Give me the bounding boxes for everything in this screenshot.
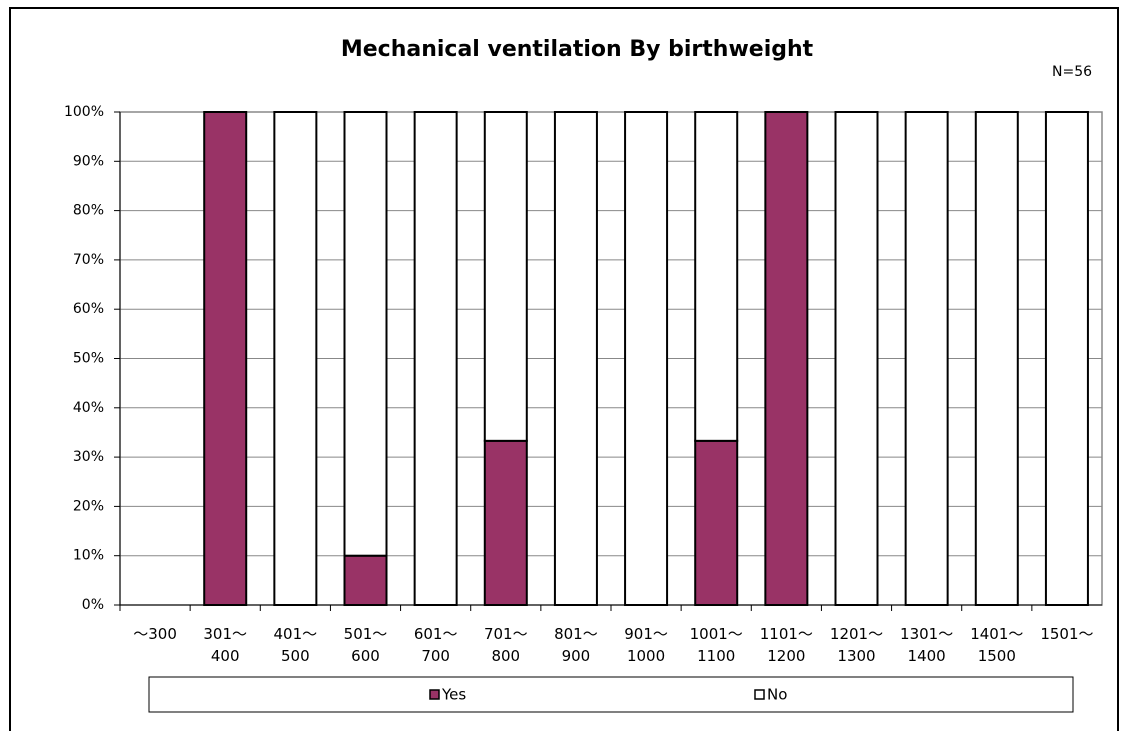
x-tick-label: 1101～ 1200 <box>759 625 813 665</box>
annotation: N=56 <box>1052 64 1092 80</box>
x-tick-label: 1501～ <box>1040 625 1094 643</box>
bar-segment <box>694 439 739 606</box>
bar-segment <box>904 111 949 606</box>
chart-title: Mechanical ventilation By birthweight <box>341 37 814 62</box>
x-tick-label: 701～ 800 <box>483 625 528 665</box>
bar-segment <box>974 111 1019 606</box>
x-tick-label: 501～ 600 <box>343 625 388 665</box>
bar-segment <box>694 111 739 442</box>
y-tick-label: 70% <box>73 252 104 268</box>
bar-segment <box>203 111 248 606</box>
legend-label: Yes <box>441 686 466 704</box>
bar-segment <box>343 111 388 557</box>
legend-swatch <box>754 689 765 700</box>
y-tick-label: 60% <box>73 301 104 317</box>
y-tick-label: 0% <box>82 597 104 613</box>
legend-swatch <box>429 689 440 700</box>
bar-segment <box>343 554 388 607</box>
y-tick-label: 10% <box>73 548 104 564</box>
x-tick-label: 801～ 900 <box>554 625 598 665</box>
y-tick-label: 20% <box>73 498 104 514</box>
bar-segment <box>273 111 318 606</box>
x-tick-label: 901～ 1000 <box>624 625 668 665</box>
y-tick-label: 100% <box>64 104 104 120</box>
bar-segment <box>624 111 669 606</box>
bar-segment <box>553 111 598 606</box>
bar-segment <box>483 439 528 606</box>
bar-segment <box>764 111 809 606</box>
bar-segment <box>413 111 458 606</box>
x-tick-label: 1201～ 1300 <box>829 625 884 665</box>
legend-box <box>148 676 1074 713</box>
y-tick-label: 80% <box>73 203 104 219</box>
x-tick-label: 1301～ 1400 <box>900 625 954 665</box>
y-tick-label: 90% <box>73 153 104 169</box>
x-tick-label: 1001～ 1100 <box>689 625 743 665</box>
bar-segment <box>483 111 528 442</box>
bar-segment <box>1044 111 1089 606</box>
legend-label: No <box>767 686 787 704</box>
x-tick-label: 301～ 400 <box>203 625 248 665</box>
bar-segment <box>834 111 879 606</box>
x-tick-label: 401～ 500 <box>273 625 318 665</box>
frame <box>9 7 1119 731</box>
y-tick-label: 50% <box>73 351 104 367</box>
y-tick-label: 40% <box>73 400 104 416</box>
x-tick-label: 601～ 700 <box>413 625 458 665</box>
y-tick-label: 30% <box>73 449 104 465</box>
x-tick-label: 1401～ 1500 <box>970 625 1024 665</box>
x-tick-label: ～300 <box>133 625 177 643</box>
